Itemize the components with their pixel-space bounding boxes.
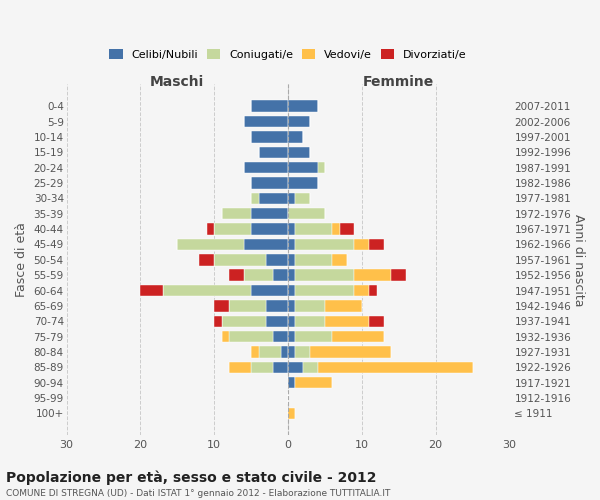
- Bar: [221, 316, 266, 327]
- Bar: [355, 270, 391, 281]
- Bar: [288, 208, 325, 220]
- Bar: [295, 300, 325, 312]
- Bar: [163, 285, 251, 296]
- Bar: [251, 285, 288, 296]
- Bar: [251, 177, 288, 189]
- Bar: [214, 254, 266, 266]
- Bar: [244, 270, 273, 281]
- Bar: [332, 331, 384, 342]
- Bar: [369, 316, 384, 327]
- Bar: [355, 238, 369, 250]
- Bar: [295, 316, 325, 327]
- Bar: [332, 254, 347, 266]
- Bar: [244, 116, 288, 128]
- Bar: [288, 116, 310, 128]
- Bar: [251, 362, 273, 373]
- Bar: [288, 146, 310, 158]
- Text: Popolazione per età, sesso e stato civile - 2012: Popolazione per età, sesso e stato civil…: [6, 470, 377, 485]
- Bar: [288, 100, 317, 112]
- Bar: [288, 285, 295, 296]
- Bar: [229, 331, 273, 342]
- Bar: [325, 316, 369, 327]
- Bar: [244, 238, 288, 250]
- Bar: [295, 331, 332, 342]
- Legend: Celibi/Nubili, Coniugati/e, Vedovi/e, Divorziati/e: Celibi/Nubili, Coniugati/e, Vedovi/e, Di…: [105, 44, 472, 64]
- Bar: [266, 254, 288, 266]
- Bar: [288, 300, 295, 312]
- Bar: [259, 146, 288, 158]
- Bar: [303, 362, 317, 373]
- Bar: [295, 346, 310, 358]
- Bar: [295, 285, 355, 296]
- Bar: [317, 362, 473, 373]
- Bar: [288, 346, 295, 358]
- Bar: [273, 331, 288, 342]
- Bar: [288, 162, 317, 173]
- Bar: [214, 316, 221, 327]
- Bar: [281, 346, 288, 358]
- Bar: [251, 131, 288, 142]
- Bar: [295, 238, 355, 250]
- Bar: [288, 408, 295, 419]
- Bar: [288, 362, 303, 373]
- Bar: [340, 224, 355, 235]
- Bar: [244, 162, 288, 173]
- Bar: [288, 238, 295, 250]
- Bar: [288, 254, 295, 266]
- Y-axis label: Anni di nascita: Anni di nascita: [572, 214, 585, 306]
- Bar: [221, 208, 251, 220]
- Text: Femmine: Femmine: [363, 74, 434, 88]
- Bar: [251, 346, 259, 358]
- Bar: [317, 162, 325, 173]
- Bar: [391, 270, 406, 281]
- Bar: [229, 362, 251, 373]
- Bar: [259, 192, 288, 204]
- Bar: [251, 208, 288, 220]
- Bar: [229, 300, 266, 312]
- Bar: [288, 270, 295, 281]
- Bar: [273, 362, 288, 373]
- Bar: [266, 300, 288, 312]
- Bar: [251, 224, 288, 235]
- Bar: [288, 316, 295, 327]
- Bar: [221, 331, 229, 342]
- Bar: [295, 377, 332, 388]
- Bar: [140, 285, 163, 296]
- Bar: [355, 285, 369, 296]
- Bar: [332, 224, 340, 235]
- Bar: [295, 192, 310, 204]
- Bar: [288, 131, 303, 142]
- Bar: [214, 224, 251, 235]
- Text: Maschi: Maschi: [150, 74, 205, 88]
- Bar: [229, 270, 244, 281]
- Bar: [369, 285, 377, 296]
- Bar: [178, 238, 244, 250]
- Y-axis label: Fasce di età: Fasce di età: [15, 222, 28, 298]
- Bar: [295, 270, 355, 281]
- Text: COMUNE DI STREGNA (UD) - Dati ISTAT 1° gennaio 2012 - Elaborazione TUTTITALIA.IT: COMUNE DI STREGNA (UD) - Dati ISTAT 1° g…: [6, 488, 391, 498]
- Bar: [259, 346, 281, 358]
- Bar: [295, 224, 332, 235]
- Bar: [288, 192, 295, 204]
- Bar: [288, 224, 295, 235]
- Bar: [288, 331, 295, 342]
- Bar: [266, 316, 288, 327]
- Bar: [214, 300, 229, 312]
- Bar: [310, 346, 391, 358]
- Bar: [295, 254, 332, 266]
- Bar: [273, 270, 288, 281]
- Bar: [251, 192, 259, 204]
- Bar: [207, 224, 214, 235]
- Bar: [288, 177, 317, 189]
- Bar: [199, 254, 214, 266]
- Bar: [369, 238, 384, 250]
- Bar: [288, 377, 295, 388]
- Bar: [325, 300, 362, 312]
- Bar: [251, 100, 288, 112]
